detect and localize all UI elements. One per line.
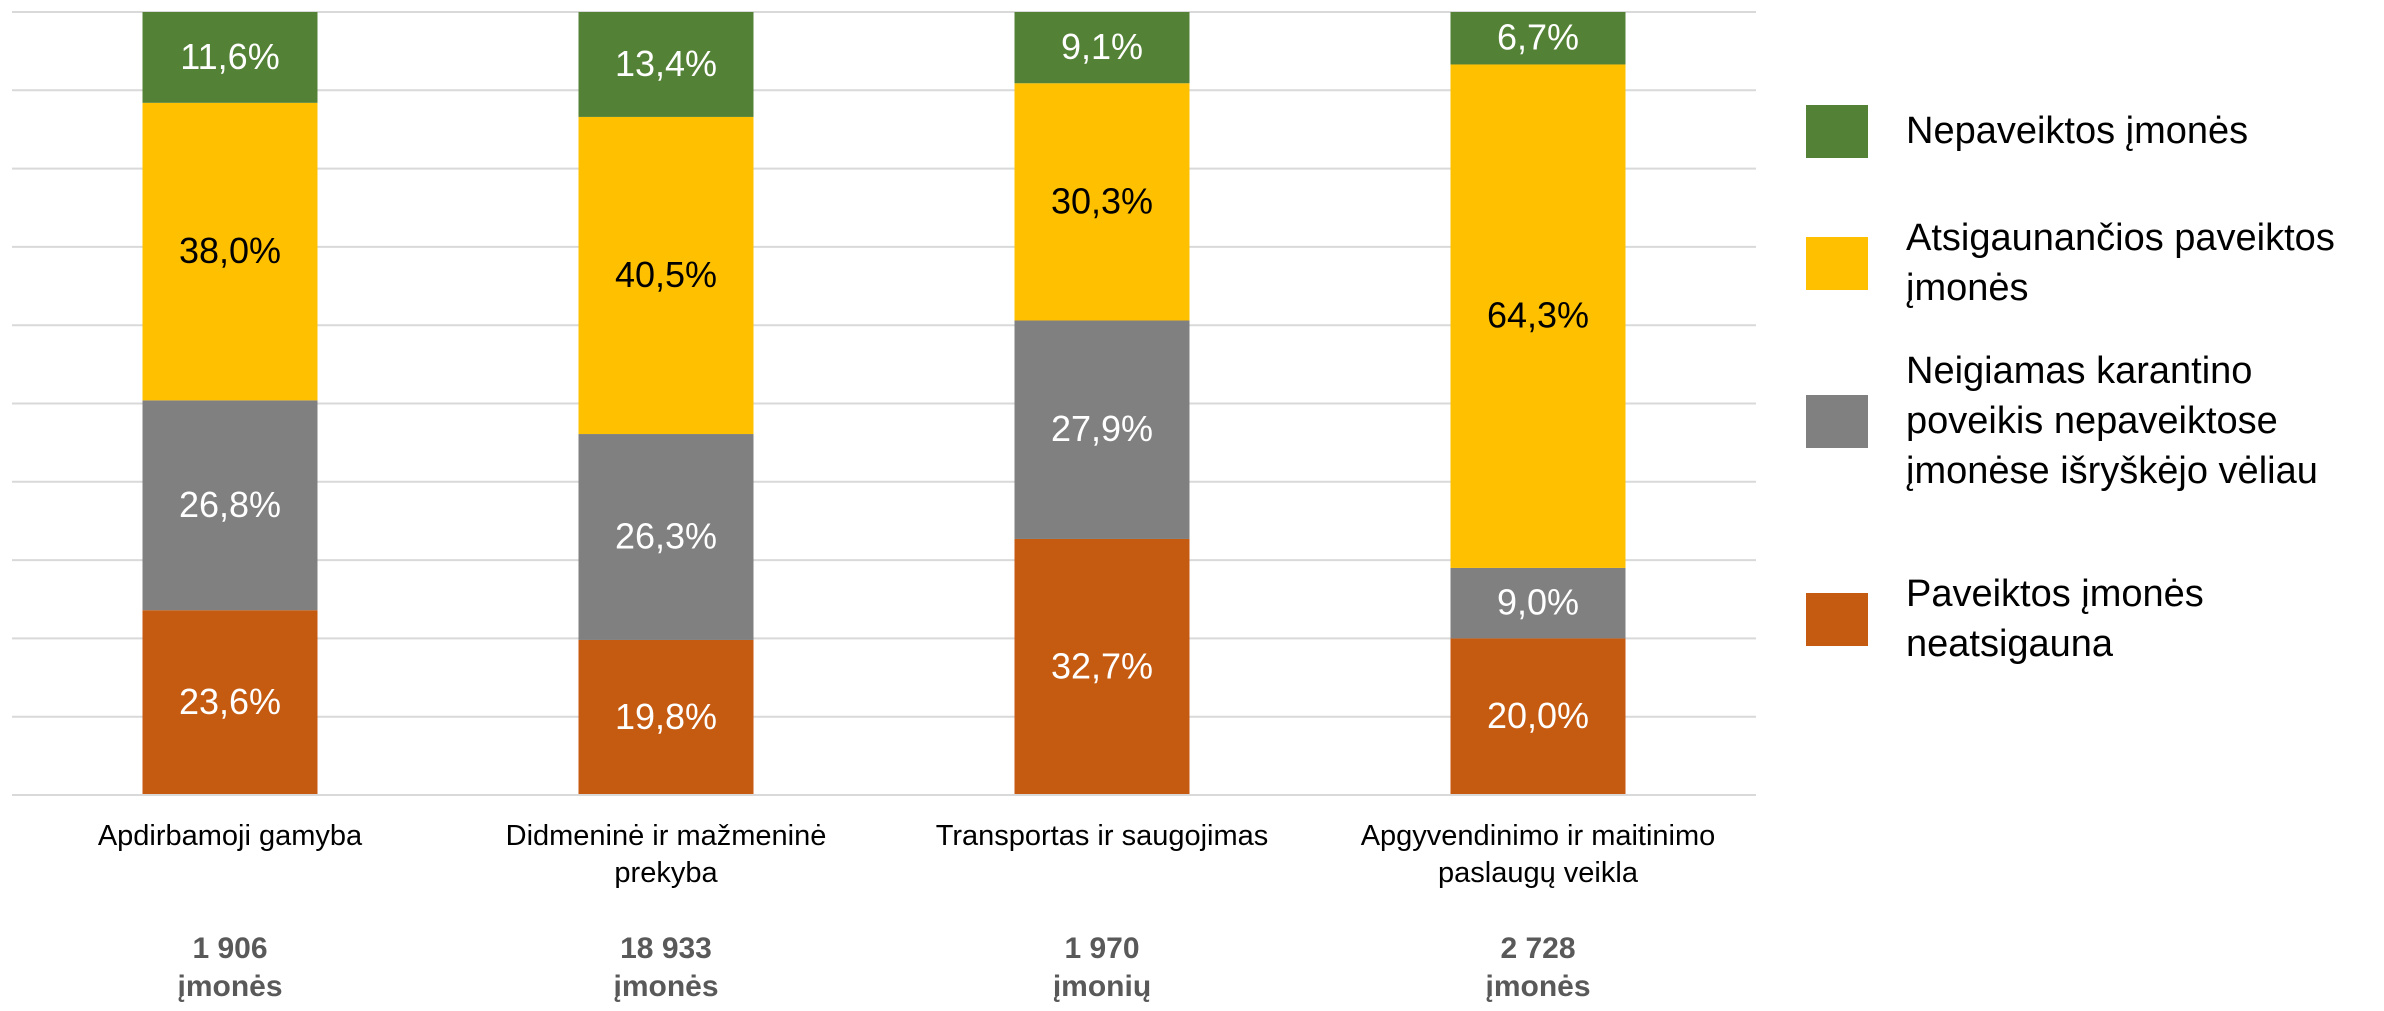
legend-label: Nepaveiktos įmonės xyxy=(1906,110,2249,152)
legend-label: Neigiamas karantino poveikis nepaveiktos… xyxy=(1906,350,2318,492)
data-label: 64,3% xyxy=(1487,295,1589,336)
count-unit: įmonių xyxy=(1052,970,1152,1003)
bar-segment xyxy=(1450,638,1626,795)
count-value: 1 906 xyxy=(192,932,268,965)
company-count: 18 933 įmonės xyxy=(516,930,816,1006)
x-tick-label: Transportas ir saugojimas xyxy=(935,820,1269,852)
x-tick-label: Apdirbamoji gamyba xyxy=(97,820,363,852)
data-label: 30,3% xyxy=(1051,180,1153,221)
legend-item: Atsigaunančios paveiktos įmonės xyxy=(1806,183,2384,343)
count-unit: įmonės xyxy=(1485,970,1591,1003)
data-label: 6,7% xyxy=(1497,17,1579,58)
data-label: 9,1% xyxy=(1061,26,1143,67)
legend-swatch xyxy=(1806,592,1868,646)
legend-item: Nepaveiktos įmonės xyxy=(1806,51,2384,211)
bar-segment xyxy=(1014,12,1190,84)
bar-segment xyxy=(1014,320,1190,539)
data-label: 23,6% xyxy=(179,681,281,722)
bar-segment xyxy=(1450,567,1626,639)
data-label: 40,5% xyxy=(615,254,717,295)
bar-segment xyxy=(142,12,318,103)
legend-label: Atsigaunančios paveiktos įmonės xyxy=(1906,217,2335,309)
data-label: 27,9% xyxy=(1051,408,1153,449)
count-value: 2 728 xyxy=(1500,932,1576,965)
legend-swatch xyxy=(1806,104,1868,158)
company-count: 1 970 įmonių xyxy=(952,930,1252,1006)
data-label: 26,3% xyxy=(615,516,717,557)
count-value: 1 970 xyxy=(1064,932,1140,965)
legend-item: Paveiktos įmonės neatsigauna xyxy=(1806,539,2384,699)
data-label: 19,8% xyxy=(615,696,717,737)
legend-item: Neigiamas karantino poveikis nepaveiktos… xyxy=(1806,341,2384,501)
count-unit: įmonės xyxy=(177,970,283,1003)
legend-swatch xyxy=(1806,394,1868,448)
bar-segment xyxy=(1014,538,1190,795)
data-label: 13,4% xyxy=(615,43,717,84)
data-label: 32,7% xyxy=(1051,645,1153,686)
bar-segment xyxy=(1450,12,1626,65)
data-label: 26,8% xyxy=(179,484,281,525)
bar-segment xyxy=(1450,64,1626,568)
data-label: 11,6% xyxy=(180,36,279,77)
data-label: 9,0% xyxy=(1497,582,1579,623)
company-count: 1 906 įmonės xyxy=(80,930,380,1006)
bar-segment xyxy=(1014,83,1190,321)
bar-segment xyxy=(578,434,754,640)
count-unit: įmonės xyxy=(613,970,719,1003)
data-label: 20,0% xyxy=(1487,695,1589,736)
data-label: 38,0% xyxy=(179,230,281,271)
count-value: 18 933 xyxy=(620,932,712,965)
company-count: 2 728 įmonės xyxy=(1388,930,1688,1006)
bar-segment xyxy=(578,116,754,435)
bar-segment xyxy=(142,400,318,611)
legend-swatch xyxy=(1806,236,1868,290)
legend-label: Paveiktos įmonės neatsigauna xyxy=(1906,573,2204,665)
bar-segment xyxy=(142,610,318,795)
x-tick-label: Apgyvendinimo ir maitinimo paslaugų veik… xyxy=(1360,820,1716,889)
x-tick-label: Didmeninė ir mažmeninė prekyba xyxy=(505,820,827,889)
bar-segment xyxy=(142,102,318,401)
bar-segment xyxy=(578,12,754,117)
bar-segment xyxy=(578,639,754,795)
